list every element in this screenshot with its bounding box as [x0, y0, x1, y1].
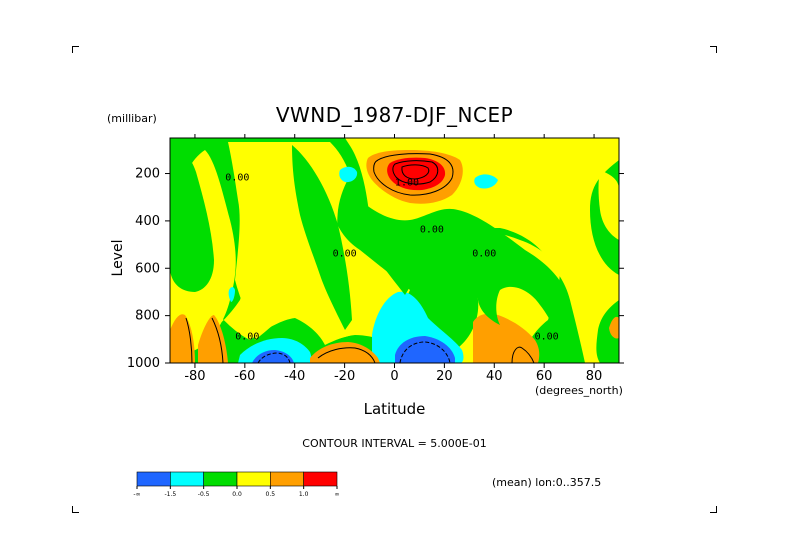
contour-value-label: 0.00	[472, 248, 496, 259]
field-cyan-small-left	[228, 287, 235, 302]
axes: -80 -60 -40 -20 0 20 40 60 80 200 400 600 800 1000	[127, 134, 624, 384]
contour-value-label: 0.00	[225, 173, 249, 184]
contour-line-jet-1	[392, 160, 439, 185]
x-tick-label: 60	[536, 369, 553, 384]
colorbar-tick-label: -∞	[133, 491, 140, 498]
y-axis-units: (millibar)	[107, 112, 157, 125]
x-tick-label: -60	[234, 369, 255, 384]
contour-line-blue-1	[399, 341, 451, 363]
y-tick-label: 200	[135, 167, 160, 182]
y-tick-label: 1000	[127, 356, 160, 371]
contour-value-label: 1.00	[395, 177, 419, 188]
x-tick-label: -80	[184, 369, 205, 384]
colorbar-tick-label: -0.5	[198, 491, 210, 498]
colorbar-tick-label: 1.0	[299, 491, 309, 498]
field-orange-low-2	[198, 315, 228, 363]
field-blue-center-min	[395, 336, 455, 363]
contour-line-low-3	[317, 347, 376, 363]
contour-line-blue-2	[257, 352, 291, 363]
contour-line-left-col-2	[211, 317, 224, 363]
contour-line-jet-2	[401, 164, 430, 180]
contour-value-label: 0.00	[333, 248, 357, 259]
x-tick-label: 20	[436, 369, 453, 384]
x-axis-units: (degrees_north)	[535, 384, 623, 397]
colorbar-swatch	[203, 471, 238, 487]
colorbar-swatch	[303, 471, 338, 487]
field-blue-left-min	[252, 350, 294, 363]
crop-mark-bl	[72, 506, 79, 513]
field-green-mid-right	[359, 200, 582, 363]
x-tick-label: 80	[586, 369, 603, 384]
field-cyan-upper-right	[474, 174, 498, 189]
crop-mark-br	[710, 506, 717, 513]
footnote-mean-lon: (mean) lon:0..357.5	[492, 476, 602, 489]
y-tick-label: 800	[135, 309, 160, 324]
x-tick-label: -40	[284, 369, 305, 384]
field-orange-low-4	[473, 313, 540, 363]
x-axis-label: Latitude	[363, 400, 426, 418]
colorbar-tick-label: 0.5	[266, 491, 276, 498]
field-green-left-column	[170, 149, 214, 292]
colorbar: -∞ -1.5 -0.5 0.0 0.5 1.0 ∞	[133, 471, 340, 498]
y-tick-label: 600	[135, 261, 160, 276]
colorbar-swatch	[270, 471, 304, 487]
field-green-center-column	[292, 145, 352, 330]
colorbar-swatch	[136, 471, 171, 487]
contour-interval-text: CONTOUR INTERVAL = 5.000E-01	[302, 437, 487, 450]
contour-labels: 1.00 0.00 0.00 0.00 0.00 0.00 0.00	[225, 173, 558, 343]
x-tick-label: 0	[390, 369, 398, 384]
crop-mark-tr	[710, 46, 717, 53]
contour-value-label: 0.00	[535, 331, 559, 342]
contour-line-jet-3	[373, 153, 454, 196]
chart-title: VWND_1987-DJF_NCEP	[275, 103, 514, 127]
x-tick-label: 40	[486, 369, 503, 384]
field-yellow-far-right	[598, 170, 619, 240]
y-tick-label: 400	[135, 214, 160, 229]
contour-line-low-4	[511, 346, 535, 363]
colorbar-swatch	[236, 471, 271, 487]
y-axis-label: Level	[110, 239, 126, 277]
field-orange-low-5	[609, 316, 619, 339]
contour-value-label: 0.00	[420, 225, 444, 236]
colorbar-tick-label: 0.0	[232, 491, 242, 498]
crop-mark-tl	[72, 46, 79, 53]
field-orange-low-3	[310, 342, 380, 363]
x-tick-label: -20	[334, 369, 355, 384]
contour-lines	[185, 153, 535, 363]
contour-value-label: 0.00	[235, 331, 259, 342]
contour-line-left-col	[185, 317, 193, 363]
colorbar-swatch	[170, 471, 204, 487]
colorbar-tick-label: -1.5	[164, 491, 176, 498]
field-cyan-upper-left	[339, 166, 358, 183]
colorbar-tick-label: ∞	[335, 491, 340, 498]
